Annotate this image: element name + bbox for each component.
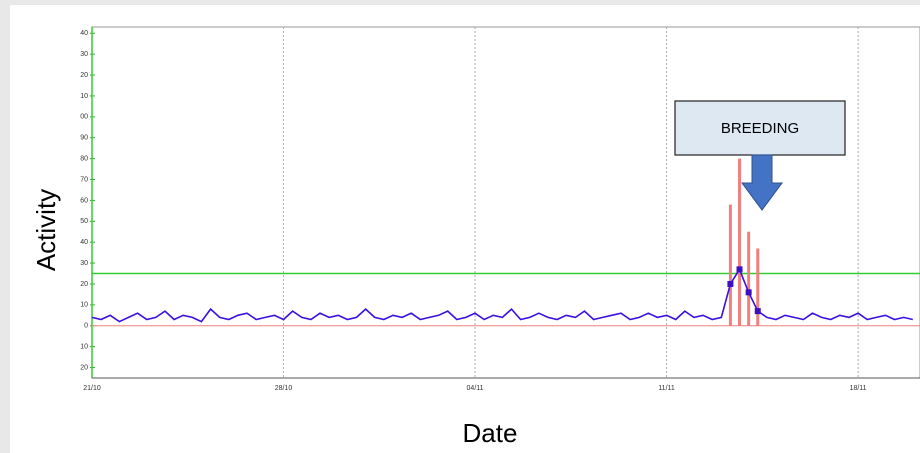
y-tick-label: 40 [80,30,88,37]
x-tick-label: 21/10 [83,385,101,392]
y-tick-label: 90 [80,135,88,142]
x-tick-label: 28/10 [275,385,293,392]
annotation-box [674,100,846,156]
bar [756,248,760,326]
y-tick-label: 50 [80,218,88,225]
y-tick-label: 80 [80,155,88,162]
marks: 40 30 20 10 00 90 80 70 60 50 40 30 20 10 0 10 20 21/10 28… [80,27,920,392]
y-tick-label: 20 [80,364,88,371]
x-axis-label: Date [463,418,518,448]
x-tick-label: 18/11 [850,385,867,392]
point-marker [754,308,761,315]
y-axis-label: Activity [31,189,61,271]
annotation: BREEDING [674,100,846,211]
annotation-text: BREEDING [721,120,799,137]
y-tick-label: 60 [80,197,88,204]
y-tick-label: 10 [80,93,88,100]
y-tick-label: 70 [80,176,88,183]
bar [747,231,751,326]
y-tick-label: 10 [80,344,88,351]
y-tick-label: 10 [80,302,88,309]
annotation-arrow [741,154,783,211]
x-tick-label: 11/11 [658,385,675,392]
x-tick-label: 04/11 [467,385,484,392]
bar [728,204,732,326]
bar [738,158,742,326]
y-tick-label: 30 [80,260,88,267]
point-marker [736,266,743,273]
point-marker [727,280,734,287]
y-tick-label: 40 [80,239,88,246]
y-tick-label: 20 [80,281,88,288]
y-tick-label: 20 [80,72,88,79]
y-tick-label: 30 [80,51,88,58]
y-tick-label: 00 [80,114,88,121]
activity-line [91,267,913,323]
y-tick-label: 0 [84,323,88,330]
point-marker [745,289,752,296]
